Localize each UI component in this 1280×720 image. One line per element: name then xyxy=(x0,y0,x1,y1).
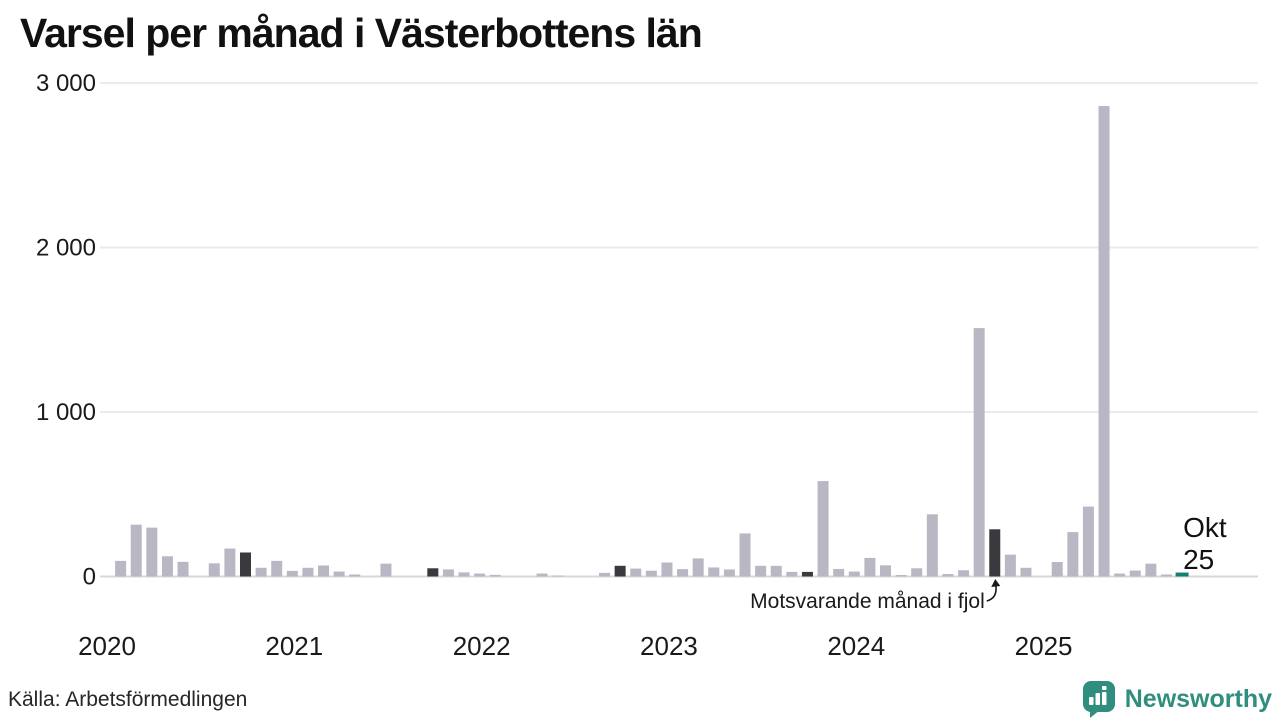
bar xyxy=(677,569,689,577)
bar xyxy=(817,481,829,577)
current-month-label-line2: 25 xyxy=(1183,544,1214,575)
y-tick-label: 0 xyxy=(83,564,96,591)
bar xyxy=(630,568,642,577)
y-tick-label: 3 000 xyxy=(36,70,96,97)
bar xyxy=(973,328,985,577)
bar xyxy=(302,567,314,577)
bar xyxy=(1067,532,1079,577)
bar xyxy=(895,575,907,577)
bar xyxy=(1160,574,1172,577)
bar xyxy=(708,567,720,577)
bar xyxy=(552,575,564,577)
bar xyxy=(755,565,767,577)
bar xyxy=(770,565,782,577)
y-tick-label: 1 000 xyxy=(36,399,96,426)
bar xyxy=(645,570,657,577)
bar xyxy=(1004,554,1016,577)
bar xyxy=(380,563,392,577)
annotation-arrowhead xyxy=(991,579,1001,587)
bar xyxy=(1020,567,1032,577)
bar xyxy=(1051,562,1063,577)
bar xyxy=(286,570,298,577)
bar xyxy=(661,562,673,577)
bar xyxy=(458,572,470,577)
x-year-label: 2025 xyxy=(1015,631,1073,661)
bar xyxy=(442,569,454,577)
x-year-label: 2024 xyxy=(827,631,885,661)
chart-title: Varsel per månad i Västerbottens län xyxy=(20,10,703,56)
bar xyxy=(1114,573,1126,577)
bar xyxy=(255,567,267,577)
bar xyxy=(1129,570,1141,577)
bar-current xyxy=(1175,572,1189,577)
x-year-label: 2022 xyxy=(453,631,511,661)
bar xyxy=(115,560,127,577)
bar xyxy=(536,573,548,577)
annotation-arrow xyxy=(986,584,997,602)
bar xyxy=(1145,563,1157,577)
bar xyxy=(833,568,845,577)
annotation-text: Motsvarande månad i fjol xyxy=(750,590,985,613)
bar-fjol xyxy=(239,552,251,577)
bar xyxy=(146,527,158,577)
bar xyxy=(208,563,220,577)
x-year-label: 2023 xyxy=(640,631,698,661)
bar xyxy=(958,570,970,577)
current-month-label-line1: Okt xyxy=(1183,512,1227,543)
bar xyxy=(333,571,345,577)
bar xyxy=(1098,106,1110,577)
bar xyxy=(692,558,704,577)
bar xyxy=(786,571,798,577)
bar xyxy=(349,574,361,577)
bar xyxy=(880,565,891,577)
source-label: Källa: Arbetsförmedlingen xyxy=(8,688,248,711)
bar xyxy=(848,571,860,577)
bar xyxy=(130,524,142,577)
bar xyxy=(224,548,236,577)
bar xyxy=(599,572,611,577)
x-year-label: 2021 xyxy=(265,631,323,661)
x-year-label: 2020 xyxy=(78,631,136,661)
newsworthy-bubble-chart-icon xyxy=(1082,681,1115,718)
bar xyxy=(177,561,189,577)
bar xyxy=(161,556,173,577)
bar xyxy=(489,574,501,577)
bar xyxy=(318,565,330,577)
y-tick-label: 2 000 xyxy=(36,235,96,262)
bar xyxy=(271,560,283,577)
bar xyxy=(1082,506,1094,577)
newsworthy-wordmark: Newsworthy xyxy=(1124,684,1272,713)
bar-fjol xyxy=(614,565,626,577)
bar-fjol xyxy=(801,571,813,577)
bar-fjol xyxy=(427,568,439,577)
bar-fjol xyxy=(989,529,1001,577)
bar xyxy=(911,568,923,577)
bar xyxy=(723,569,735,577)
bar xyxy=(942,574,954,577)
bar xyxy=(474,573,486,577)
newsworthy-logo[interactable]: Newsworthy xyxy=(1081,680,1272,718)
bar xyxy=(739,533,751,577)
chart-canvas: 0 1 000 2 000 3 000 2020 2021 2022 2023 2024 2025… xyxy=(36,70,1258,661)
bar xyxy=(864,557,876,577)
bar xyxy=(926,514,938,577)
